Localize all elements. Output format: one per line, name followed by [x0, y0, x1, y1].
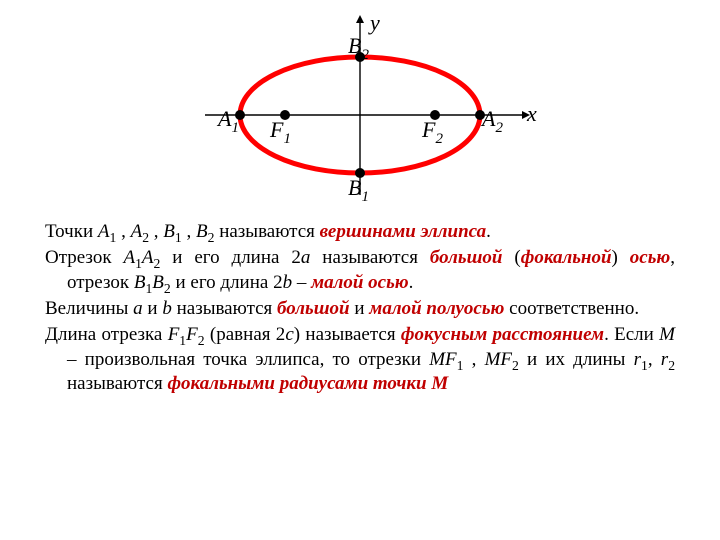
description-text: Точки A1 , A2 , B1 , B2 называются верши…: [0, 220, 720, 396]
ellipse-diagram: yxA1A2B1B2F1F2: [180, 10, 540, 220]
svg-text:F1: F1: [269, 117, 291, 147]
svg-text:B1: B1: [348, 175, 369, 205]
line-semiaxes: Величины a и b называются большой и мало…: [45, 297, 675, 321]
svg-text:A1: A1: [216, 106, 239, 136]
line-vertices: Точки A1 , A2 , B1 , B2 называются верши…: [45, 220, 675, 244]
line-focal: Длина отрезка F1F2 (равная 2c) называетс…: [45, 323, 675, 396]
svg-text:x: x: [526, 101, 537, 126]
svg-text:F2: F2: [421, 117, 443, 147]
line-axes: Отрезок A1A2 и его длина 2a называются б…: [45, 246, 675, 295]
svg-text:A2: A2: [480, 106, 503, 136]
svg-text:y: y: [368, 10, 380, 35]
